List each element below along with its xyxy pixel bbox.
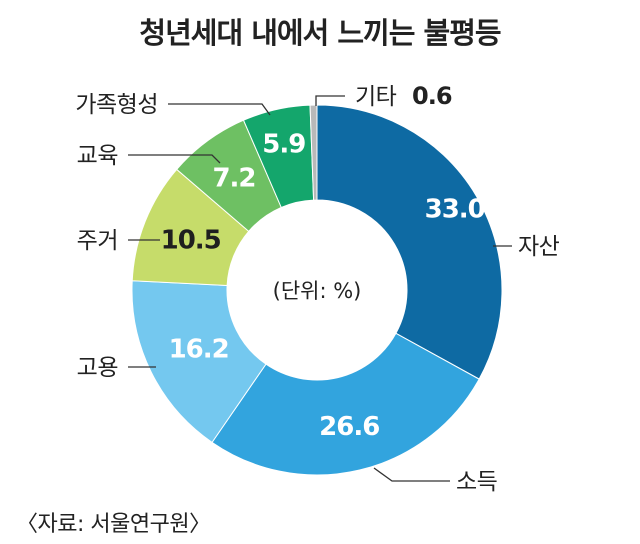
slice-value-label: 5.9 [262,130,305,160]
slice-value-label: 0.6 [412,82,452,110]
slice-value-label: 33.0 [425,195,485,225]
slice-7 [309,104,318,201]
leader-line [128,154,221,164]
category-label: 교육 [77,143,118,169]
slice-3 [131,280,267,444]
category-label: 자산 [518,234,560,260]
source-note: 〈자료: 서울연구원〉 [16,512,211,537]
slice-value-label: 7.2 [212,163,255,193]
chart-title: 청년세대 내에서 느끼는 불평등 [139,16,501,50]
slice-value-label: 26.6 [319,412,379,442]
leader-line [315,95,345,106]
category-label: 기타 [355,84,397,110]
category-label: 고용 [77,355,118,381]
unit-label: (단위: %) [273,279,362,303]
category-label: 가족형성 [75,92,158,118]
category-label: 주거 [77,228,118,254]
category-label: 소득 [456,469,497,495]
slice-1 [316,104,503,380]
slice-value-label: 16.2 [169,334,229,364]
leader-line [373,467,450,482]
slice-value-label: 10.5 [161,226,221,256]
slice-2 [211,332,480,476]
leader-line [168,103,271,116]
